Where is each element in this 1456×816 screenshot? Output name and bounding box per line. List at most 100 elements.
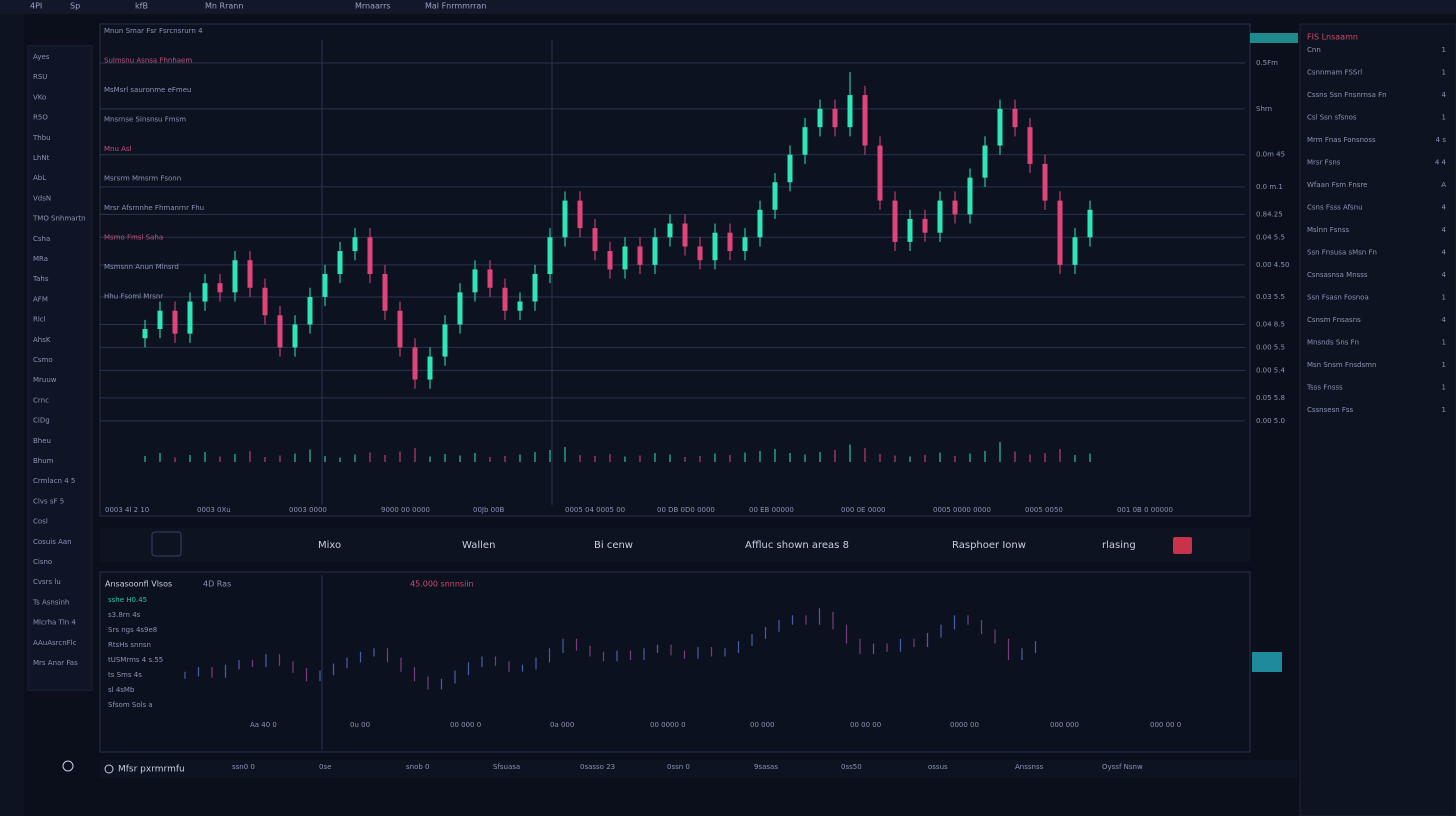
volume-bar (399, 451, 401, 462)
price-badge (1252, 652, 1282, 672)
top-bar-item[interactable]: Mn Rrann (205, 2, 243, 11)
watchlist-item[interactable]: Crmlacn 4 5 (33, 477, 75, 485)
tab[interactable]: Bi cenw (594, 540, 633, 551)
row-label[interactable]: Csnsasnsa Mnsss (1307, 271, 1368, 279)
watchlist-item[interactable]: Rlcl (33, 316, 46, 324)
watchlist-item[interactable]: R5O (33, 114, 48, 122)
lower-label: ts Sms 4s (108, 671, 142, 679)
candle-body (577, 200, 583, 229)
watchlist-item[interactable]: LhNt (33, 154, 50, 162)
top-bar-item[interactable]: Sp (70, 2, 80, 11)
y-tick-label: 0.00 4.50 (1256, 261, 1289, 269)
row-label[interactable]: Wfaan Fsm Fnsre (1307, 181, 1367, 189)
candle-body (1027, 127, 1033, 164)
lower-label: RtsHs snnsn (108, 641, 151, 649)
row-label[interactable]: Tsss Fnsss (1306, 384, 1343, 392)
watchlist-item[interactable]: VKo (33, 93, 46, 101)
watchlist-item[interactable]: AAuAsrcnFlc (33, 639, 77, 647)
bottom-item: Anssnss (1015, 763, 1044, 771)
row-value: 1 (1442, 69, 1446, 77)
volume-bar (1089, 453, 1091, 462)
watchlist-item[interactable]: Csmo (33, 356, 53, 364)
status-icon[interactable] (62, 760, 74, 772)
row-label[interactable]: Ssn Fsasn Fosnoa (1307, 294, 1369, 302)
row-label[interactable]: Csnnmam FSSrl (1307, 69, 1362, 77)
watchlist-item[interactable]: MRa (33, 255, 48, 263)
watchlist-item[interactable]: VdsN (33, 194, 51, 202)
watchlist-item[interactable]: Mruuw (33, 376, 57, 384)
watchlist-item[interactable]: Thbu (32, 134, 51, 142)
top-bar-item[interactable]: Mrnaarrs (355, 2, 391, 11)
row-label[interactable]: Cssnsesn Fss (1307, 406, 1354, 414)
watchlist-item[interactable]: AhsK (33, 336, 51, 344)
candle-body (742, 237, 748, 252)
candle-body (652, 237, 658, 265)
row-label[interactable]: Msn Snsm Fnsdsmn (1307, 361, 1376, 369)
row-label[interactable]: Csl Ssn sfsnos (1307, 114, 1357, 122)
watchlist-item[interactable]: Ts Asnsinh (32, 598, 69, 606)
watchlist-item[interactable]: Cosl (33, 518, 48, 526)
tab[interactable]: Wallen (462, 540, 495, 551)
tab[interactable]: Mixo (318, 540, 341, 551)
watchlist-item[interactable]: Csha (33, 235, 50, 243)
candle-body (382, 274, 388, 311)
watchlist-item[interactable]: Bheu (33, 437, 51, 445)
candle-body (697, 246, 703, 261)
volume-bar (609, 454, 611, 462)
top-bar-item[interactable]: 4PI (30, 2, 42, 11)
row-label[interactable]: Ssn Fnsusa sMsn Fn (1307, 249, 1377, 257)
volume-bar (339, 457, 341, 462)
candle-body (877, 145, 883, 201)
row-label[interactable]: Mrm Fnas Fonsnoss (1307, 136, 1376, 144)
tab[interactable]: Rasphoer Ionw (952, 540, 1026, 551)
watchlist-item[interactable]: Ayes (33, 53, 50, 61)
watchlist-item[interactable]: AFM (33, 295, 48, 303)
volume-bar (249, 451, 251, 462)
volume-bar (144, 456, 146, 462)
volume-bar (594, 456, 596, 462)
row-label[interactable]: Mrsr Fsns (1307, 159, 1341, 167)
row-label[interactable]: Csnsm Fnsasns (1307, 316, 1361, 324)
watchlist-item[interactable]: Bhum (33, 457, 54, 465)
watchlist-item[interactable]: RSU (33, 73, 47, 81)
watchlist-item[interactable]: Crnc (33, 396, 49, 404)
volume-bar (1074, 455, 1076, 462)
volume-bar (1044, 453, 1046, 462)
watchlist-item[interactable]: Mrs Anar Fas (33, 659, 78, 667)
volume-bar (789, 453, 791, 462)
tab[interactable]: Affluc shown areas 8 (745, 540, 849, 551)
row-label[interactable]: Csns Fsss Afsnu (1307, 204, 1363, 212)
watchlist-item[interactable]: AbL (33, 174, 46, 182)
candle-body (427, 356, 433, 380)
tab[interactable]: rlasing (1102, 540, 1136, 551)
watchlist-item[interactable]: Cosuis Aan (33, 538, 72, 546)
watchlist-item[interactable]: Clvs sF 5 (33, 497, 64, 505)
candle-body (1057, 200, 1063, 265)
candle-body (937, 200, 943, 233)
top-bar-item[interactable]: Mal Fnrmmrran (425, 2, 486, 11)
candle-body (487, 269, 493, 288)
volume-bar (504, 456, 506, 462)
watchlist-item[interactable]: Tahs (32, 275, 49, 283)
lower-x-label: 00 000 0 (450, 721, 481, 729)
row-label[interactable]: Cnn (1307, 46, 1321, 54)
indicator-legend: MsMsrl sauronme eFmeu (104, 86, 191, 94)
draw-tool-button[interactable] (151, 531, 182, 557)
watchlist-item[interactable]: CiDg (33, 417, 50, 425)
watchlist-item[interactable]: Cisno (33, 558, 52, 566)
x-tick-label: 001 0B 0 00000 (1117, 506, 1173, 514)
watchlist-item[interactable]: Mlcrha Tln 4 (33, 619, 76, 627)
row-label[interactable]: Cssns Ssn Fnsnrnsa Fn (1307, 91, 1387, 99)
indicator-legend: Sulmsnu Asnsa Fhnhaem (104, 57, 192, 65)
top-bar-item[interactable]: kfB (135, 2, 148, 11)
lower-x-label: 0a 000 (550, 721, 574, 729)
watchlist-item[interactable]: Cvsrs lu (33, 578, 61, 586)
watchlist-item[interactable]: TMO Snhmartn (32, 215, 86, 223)
row-label[interactable]: Mslnn Fsnss (1307, 226, 1349, 234)
volume-bar (984, 451, 986, 462)
candle-body (547, 237, 553, 274)
alert-button[interactable] (1173, 537, 1192, 554)
lower-x-label: 000 00 0 (1150, 721, 1181, 729)
row-label[interactable]: Mnsnds Sns Fn (1307, 339, 1359, 347)
